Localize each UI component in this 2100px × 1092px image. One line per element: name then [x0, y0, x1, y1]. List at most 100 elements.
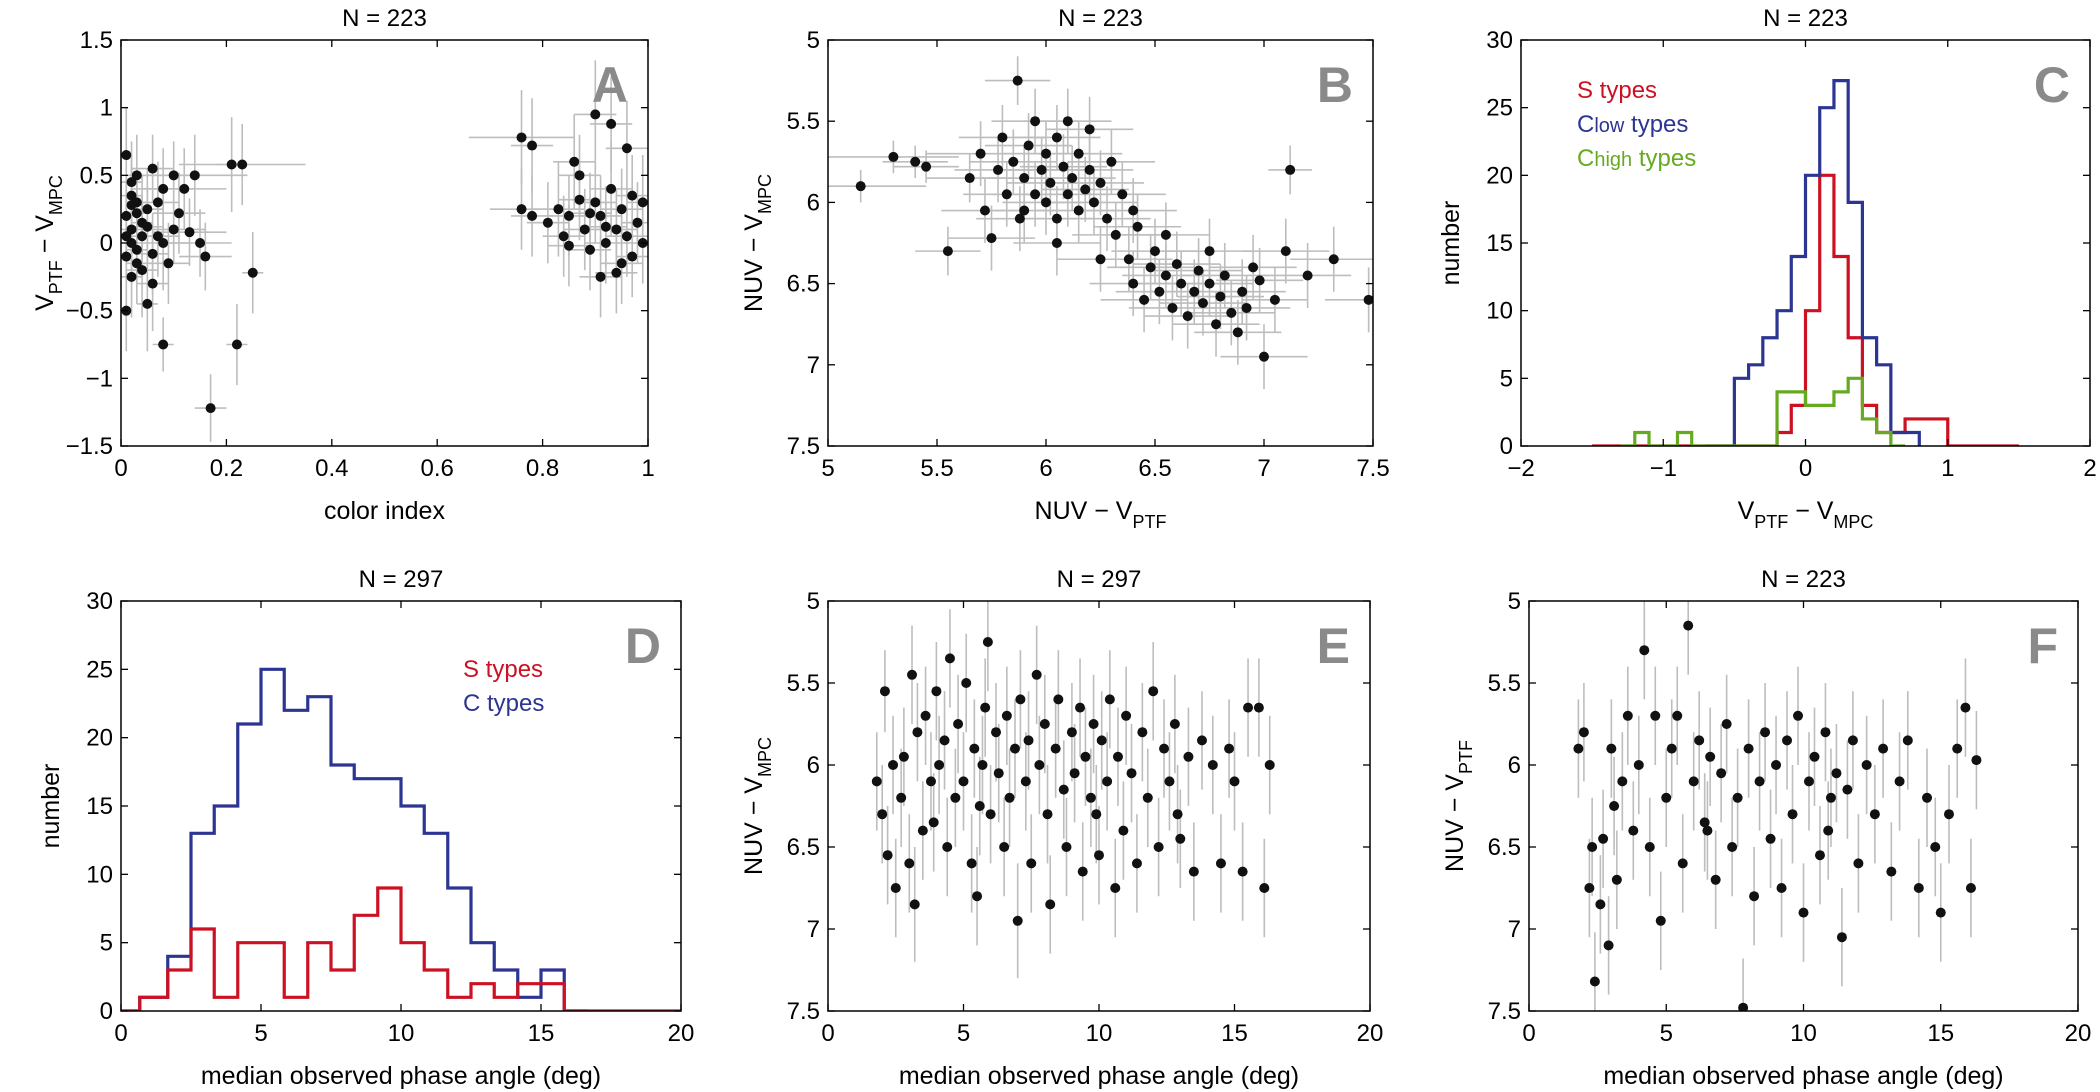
data-point	[1062, 116, 1073, 127]
data-point	[1847, 735, 1858, 746]
data-point	[1609, 801, 1620, 811]
data-point	[1831, 768, 1842, 779]
data-point	[1688, 776, 1699, 787]
data-point	[907, 669, 918, 680]
data-point	[1008, 156, 1019, 167]
y-label-main: NUV − V	[1441, 774, 1469, 872]
data-point	[611, 267, 622, 278]
x-tick-label: 20	[2065, 1020, 2092, 1047]
data-point	[1182, 311, 1193, 322]
data-point	[1237, 866, 1248, 877]
data-point	[1699, 817, 1710, 828]
x-tick-label: 20	[668, 1020, 695, 1047]
data-point	[137, 231, 148, 242]
data-point	[1077, 866, 1088, 877]
data-point	[985, 809, 996, 820]
x-label-main: NUV − V	[1035, 497, 1133, 525]
data-point	[1633, 760, 1644, 770]
data-point	[974, 801, 985, 811]
data-point	[632, 217, 643, 228]
y-tick-label: 25	[86, 656, 113, 683]
x-tick-label: 0	[1522, 1020, 1535, 1047]
data-point	[1578, 727, 1589, 738]
data-point	[1073, 148, 1084, 159]
x-tick-label: 5.5	[920, 455, 953, 482]
data-point	[152, 231, 163, 242]
y-label-sub: PTF	[1456, 740, 1476, 774]
data-point	[121, 210, 132, 221]
data-point	[1137, 727, 1148, 738]
data-point	[142, 204, 153, 215]
data-point	[1034, 760, 1045, 770]
data-point	[1211, 319, 1222, 330]
data-point	[1061, 842, 1072, 852]
data-point	[1110, 229, 1121, 240]
data-point	[1661, 792, 1672, 803]
legend-tail: types	[1632, 145, 1696, 172]
data-point	[590, 109, 601, 120]
data-point	[1598, 833, 1609, 844]
data-point	[1183, 751, 1194, 762]
data-point	[1219, 270, 1230, 281]
data-point	[1229, 776, 1240, 787]
data-point	[1285, 164, 1296, 175]
data-point	[247, 267, 258, 278]
y-label-sub: PTF	[46, 260, 66, 294]
data-point	[1776, 883, 1787, 893]
y-tick-label: 7.5	[787, 433, 820, 460]
data-point	[131, 208, 142, 219]
panel-label: A	[592, 57, 628, 113]
data-point	[1189, 286, 1200, 297]
data-point	[1842, 784, 1853, 795]
data-point	[1058, 161, 1069, 172]
data-point	[1683, 620, 1694, 631]
data-point	[184, 227, 195, 238]
data-point	[1160, 270, 1171, 281]
data-point	[977, 760, 988, 770]
data-point	[152, 197, 163, 208]
plot-area	[871, 601, 1275, 979]
data-point	[1814, 850, 1825, 861]
data-point	[205, 403, 216, 414]
data-point	[1145, 262, 1156, 273]
data-point	[231, 339, 242, 350]
y-tick-label: 20	[86, 725, 113, 752]
legend-label: C	[1577, 145, 1594, 172]
data-point	[1264, 760, 1275, 770]
y-tick-label: 7	[807, 916, 820, 943]
legend-entry: C types	[463, 690, 544, 717]
legend-tail: types	[1624, 111, 1688, 138]
x-axis-label: median observed phase angle (deg)	[201, 1062, 601, 1090]
y-tick-label: 1.5	[80, 27, 113, 54]
y-label-main: NUV − V	[740, 777, 768, 875]
data-point	[1809, 751, 1820, 762]
data-point	[1042, 809, 1053, 820]
data-point	[1254, 275, 1265, 286]
data-point	[1611, 874, 1622, 885]
data-point	[921, 161, 932, 172]
x-tick-label: 15	[528, 1020, 555, 1047]
data-point	[1167, 302, 1178, 313]
plot-area	[1573, 601, 1982, 1011]
data-point	[616, 204, 627, 215]
data-point	[163, 258, 174, 269]
data-point	[917, 825, 928, 836]
data-point	[585, 208, 596, 219]
data-point	[890, 883, 901, 893]
data-point	[616, 258, 627, 269]
data-point	[1020, 776, 1031, 787]
data-point	[1012, 75, 1023, 86]
x-tick-label: 0	[114, 455, 127, 482]
x-tick-label: 2	[2083, 455, 2096, 482]
data-point	[121, 150, 132, 161]
panel-a: 0 0.2 0.4 0.6 0.8 1 −1.5 −1 −0.5 0 0.5 1 1.5 N = 223 A…	[31, 5, 655, 525]
panel-label: B	[1317, 57, 1353, 113]
data-point	[1067, 173, 1078, 184]
data-point	[993, 768, 1004, 779]
data-point	[1280, 246, 1291, 257]
data-point	[1062, 189, 1073, 200]
plot-area	[121, 60, 648, 442]
data-point	[1026, 858, 1037, 869]
